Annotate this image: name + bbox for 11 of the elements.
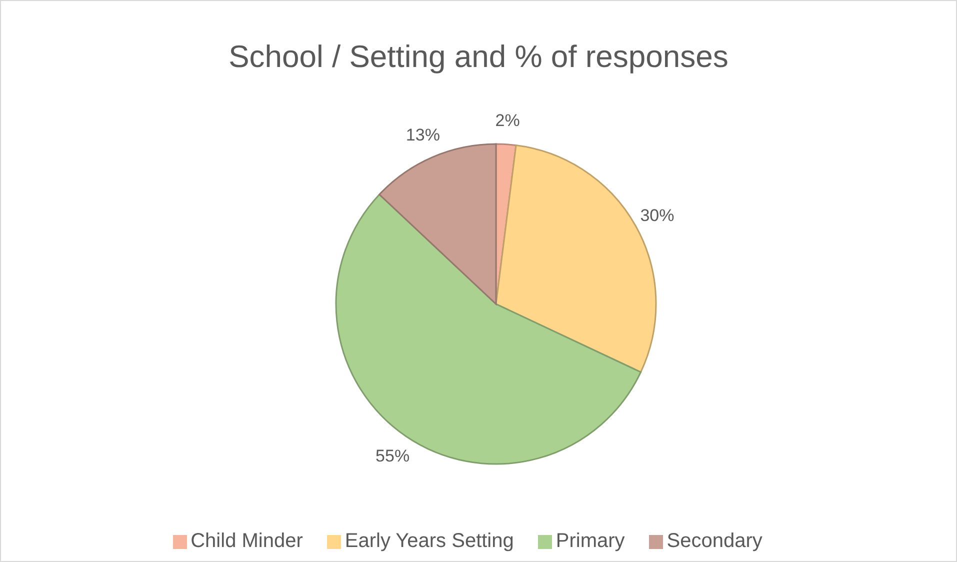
data-label: 13% [406, 126, 440, 145]
legend-label: Early Years Setting [344, 530, 514, 552]
legend-label: Primary [556, 530, 625, 552]
pie-slice [335, 194, 642, 465]
data-label: 55% [376, 446, 410, 466]
legend-label: Secondary [666, 530, 762, 552]
pie-slice [378, 143, 497, 305]
data-label: 30% [640, 206, 674, 225]
chart-title: School / Setting and % of responses [228, 39, 730, 75]
legend-label: Child Minder [190, 530, 303, 552]
data-label: 2% [495, 110, 520, 130]
